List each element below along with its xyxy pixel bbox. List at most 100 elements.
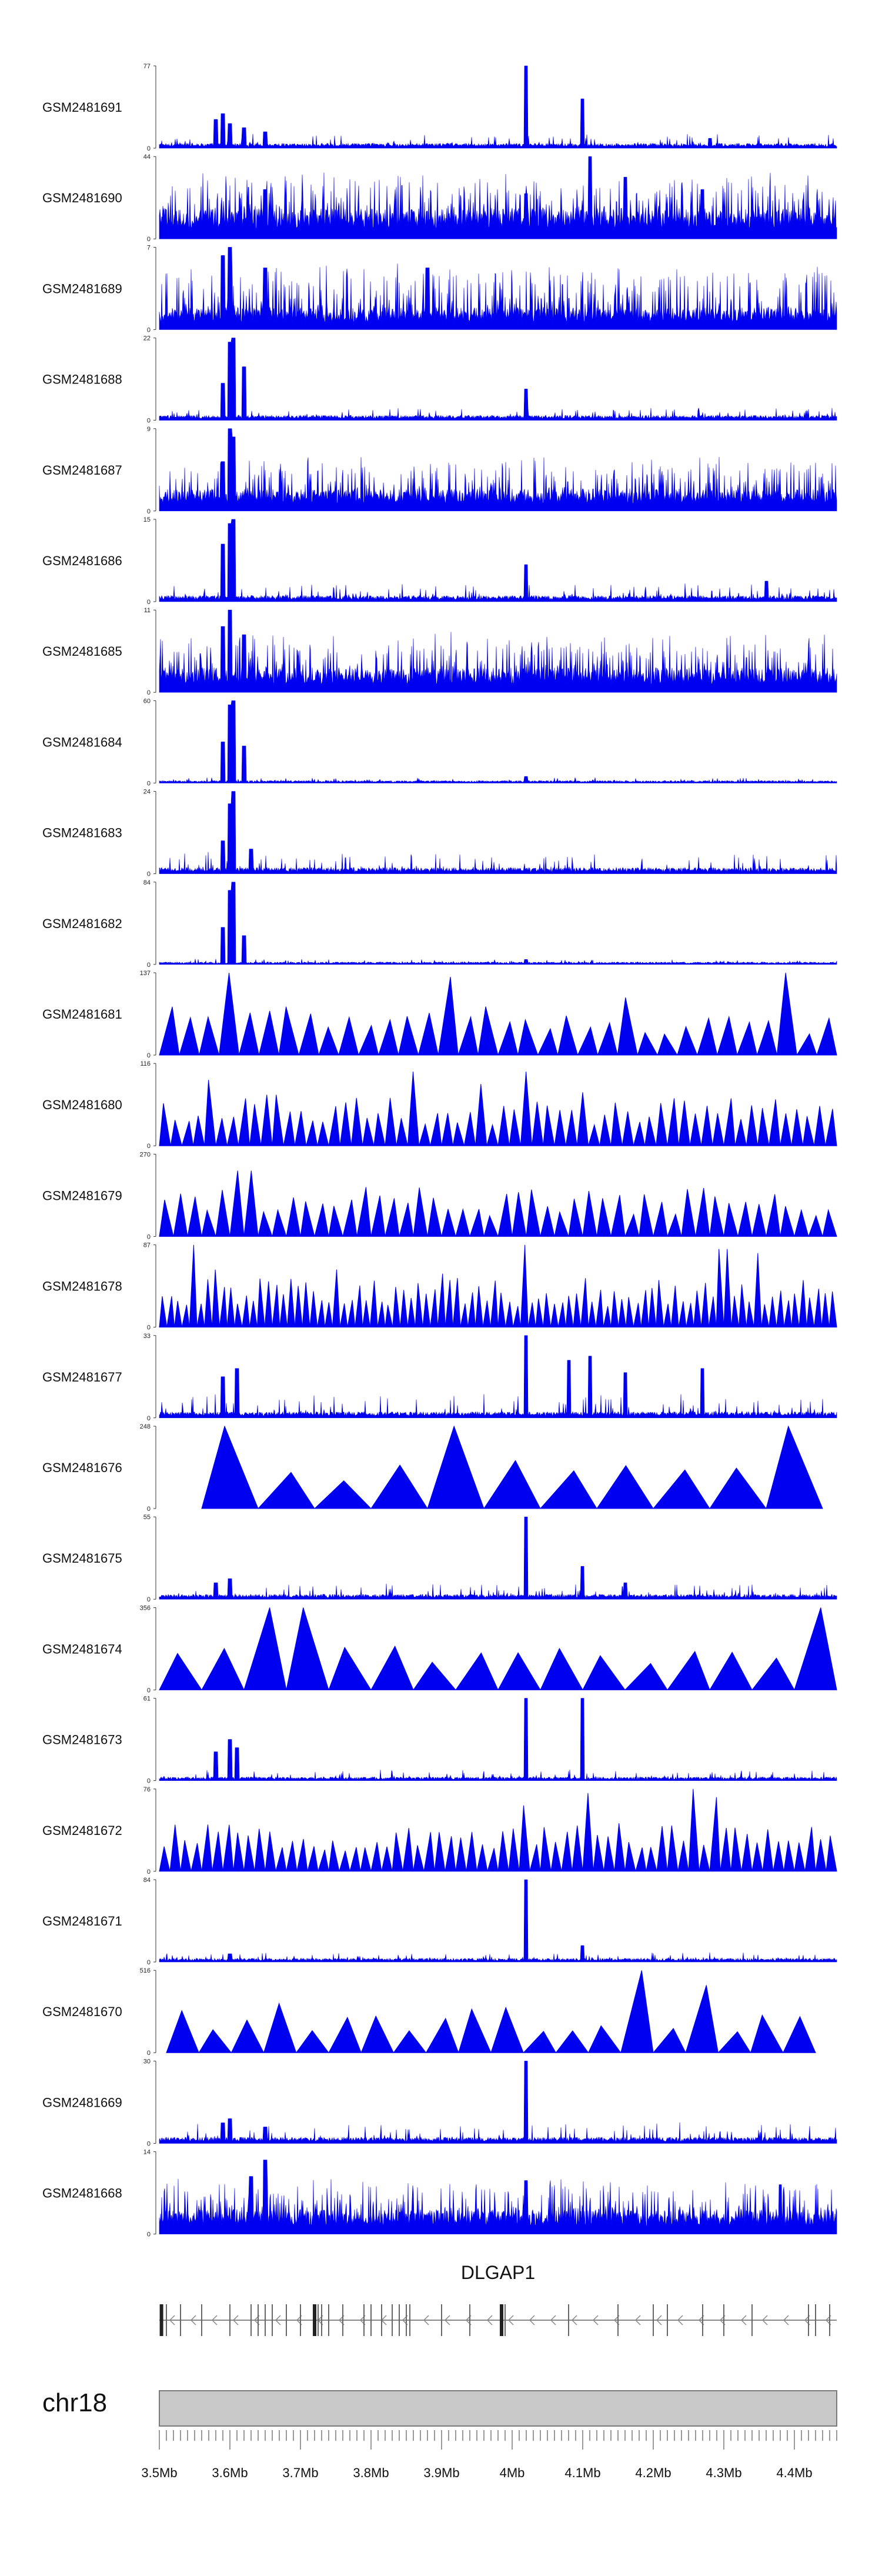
y-min-label: 0 (147, 871, 151, 878)
exon (159, 2304, 163, 2336)
y-max-label: 24 (143, 789, 151, 796)
y-max-label: 356 (140, 1604, 151, 1611)
exon (166, 2304, 167, 2336)
y-min-label: 0 (147, 2140, 151, 2147)
exon (702, 2304, 703, 2336)
track-GSM2481681: GSM2481681 137 0 (42, 970, 837, 1059)
exon (399, 2304, 400, 2336)
strand-chevron (740, 2315, 747, 2325)
coverage-area (159, 1335, 837, 1419)
track-GSM2481691: GSM2481691 77 0 (42, 63, 837, 152)
coverage-area (159, 1516, 837, 1600)
track-label: GSM2481679 (42, 1188, 122, 1203)
coverage-area (159, 1788, 837, 1872)
exon (441, 2304, 442, 2336)
axis-tick-label: 4.4Mb (776, 2465, 812, 2480)
axis-tick-label: 3.6Mb (212, 2465, 248, 2480)
exon (617, 2304, 619, 2336)
track-label: GSM2481686 (42, 553, 122, 568)
y-max-label: 55 (143, 1514, 151, 1521)
strand-chevron (761, 2315, 768, 2325)
exon (381, 2304, 382, 2336)
y-max-label: 22 (143, 335, 151, 342)
y-min-label: 0 (147, 236, 151, 243)
track-label: GSM2481690 (42, 191, 122, 205)
strand-chevron (550, 2315, 556, 2325)
exon (406, 2304, 407, 2336)
y-min-label: 0 (147, 1233, 151, 1240)
strand-chevron (486, 2315, 493, 2325)
exon (229, 2304, 230, 2336)
exon (250, 2304, 252, 2336)
coverage-area (159, 338, 837, 421)
track-GSM2481677: GSM2481677 33 0 (42, 1333, 837, 1422)
track-GSM2481671: GSM2481671 84 0 (42, 1877, 837, 1966)
exon (328, 2304, 329, 2336)
track-label: GSM2481675 (42, 1551, 122, 1566)
coverage-area (159, 1170, 837, 1237)
track-label: GSM2481687 (42, 463, 122, 478)
chromosome-label: chr18 (42, 2388, 107, 2417)
chromosome-band (159, 2390, 837, 2427)
track-GSM2481690: GSM2481690 44 0 (42, 154, 837, 243)
exon (751, 2304, 753, 2336)
y-max-label: 137 (140, 970, 151, 977)
strand-chevron (423, 2315, 429, 2325)
y-min-label: 0 (147, 1959, 151, 1966)
coverage-area (159, 609, 837, 693)
exon (815, 2304, 816, 2336)
strand-chevron (507, 2315, 514, 2325)
coverage-area (159, 1072, 837, 1146)
track-GSM2481683: GSM2481683 24 0 (42, 789, 837, 878)
y-min-label: 0 (147, 1687, 151, 1694)
track-GSM2481684: GSM2481684 60 0 (42, 698, 837, 787)
coverage-area (159, 1244, 837, 1328)
track-label: GSM2481678 (42, 1279, 122, 1294)
strand-chevron (275, 2315, 281, 2325)
y-max-label: 76 (143, 1786, 151, 1793)
y-min-label: 0 (147, 508, 151, 515)
coverage-area (159, 65, 837, 149)
y-max-label: 77 (143, 63, 151, 70)
strand-chevron (211, 2315, 218, 2325)
gene-model (159, 2304, 837, 2336)
exon (500, 2304, 503, 2336)
exon (286, 2304, 287, 2336)
exon (469, 2304, 470, 2336)
strand-chevron (169, 2315, 175, 2325)
track-GSM2481679: GSM2481679 270 0 (42, 1151, 837, 1240)
track-label: GSM2481689 (42, 281, 122, 296)
track-label: GSM2481691 (42, 100, 122, 115)
y-max-label: 84 (143, 1877, 151, 1884)
track-GSM2481670: GSM2481670 516 0 (42, 1967, 816, 2057)
axis-tick-label: 4.2Mb (635, 2465, 671, 2480)
axis-tick-label: 3.8Mb (353, 2465, 389, 2480)
exon (392, 2304, 393, 2336)
chromosome-ideogram-track: chr18 (42, 2388, 837, 2427)
track-label: GSM2481683 (42, 826, 122, 840)
exon (829, 2304, 830, 2336)
track-label: GSM2481674 (42, 1641, 122, 1656)
track-label: GSM2481682 (42, 916, 122, 931)
exon (723, 2304, 724, 2336)
coverage-area (159, 882, 837, 965)
track-label: GSM2481680 (42, 1097, 122, 1112)
y-min-label: 0 (147, 1324, 151, 1332)
coverage-area (159, 2061, 837, 2144)
axis-tick-label: 3.5Mb (141, 2465, 177, 2480)
track-label: GSM2481668 (42, 2186, 122, 2201)
genomic-axis: 3.5Mb 3.6Mb 3.7Mb 3.8Mb 3.9Mb 4Mb 4.1Mb 4.2Mb 4.… (141, 2430, 837, 2480)
coverage-area (159, 972, 837, 1056)
exon (321, 2304, 322, 2336)
coverage-area (159, 247, 837, 330)
track-label: GSM2481684 (42, 735, 122, 749)
track-label: GSM2481688 (42, 372, 122, 387)
y-max-label: 248 (140, 1423, 151, 1430)
exon (667, 2304, 668, 2336)
exon (258, 2304, 259, 2336)
exon (370, 2304, 372, 2336)
track-GSM2481685: GSM2481685 11 0 (42, 607, 837, 696)
exon (653, 2304, 654, 2336)
y-min-label: 0 (147, 599, 151, 606)
